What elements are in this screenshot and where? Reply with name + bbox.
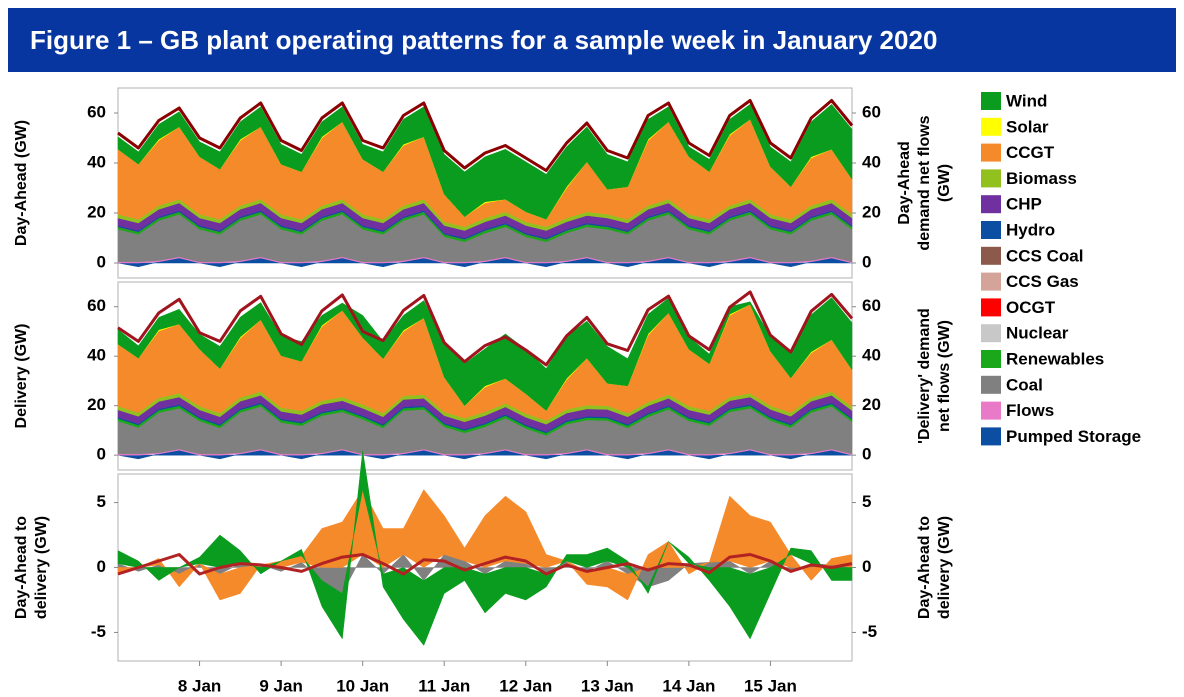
legend-swatch — [981, 298, 1001, 317]
y2-tick-label: 0 — [862, 445, 871, 464]
legend-swatch — [981, 375, 1001, 394]
y2-tick-label: -5 — [862, 622, 877, 641]
legend-label: Nuclear — [1006, 324, 1069, 343]
y-tick-label: 5 — [97, 492, 106, 511]
y-tick-label: 0 — [97, 557, 106, 576]
y2-axis-label: delivery (GW) — [936, 516, 953, 619]
chart-title: Figure 1 – GB plant operating patterns f… — [30, 25, 937, 55]
y-axis-label: delivery (GW) — [33, 516, 50, 619]
y2-tick-label: 5 — [862, 492, 871, 511]
x-tick-label: 13 Jan — [581, 676, 634, 695]
legend-label: Coal — [1006, 375, 1043, 394]
x-tick-label: 15 Jan — [744, 676, 797, 695]
legend-label: Biomass — [1006, 169, 1077, 188]
y2-axis-label: net flows (GW) — [936, 320, 953, 432]
legend-label: Renewables — [1006, 349, 1104, 368]
x-tick-label: 12 Jan — [499, 676, 552, 695]
y-axis-label: Day-Ahead to — [13, 516, 30, 619]
x-tick-label: 8 Jan — [178, 676, 221, 695]
y2-tick-label: 0 — [862, 252, 871, 271]
legend-label: Hydro — [1006, 220, 1055, 239]
y-tick-label: 40 — [87, 346, 106, 365]
y-tick-label: 60 — [87, 296, 106, 315]
y2-tick-label: 40 — [862, 152, 881, 171]
y-tick-label: 20 — [87, 202, 106, 221]
y-axis-label: Day-Ahead (GW) — [13, 120, 30, 246]
y2-axis-label: (GW) — [936, 164, 953, 202]
y-tick-label: 0 — [97, 445, 106, 464]
x-tick-label: 10 Jan — [336, 676, 389, 695]
y2-axis-label: Day-Ahead — [896, 141, 913, 225]
y2-axis-label: demand net flows — [916, 115, 933, 250]
x-tick-label: 14 Jan — [662, 676, 715, 695]
legend-swatch — [981, 401, 1001, 420]
legend-swatch — [981, 324, 1001, 343]
legend-swatch — [981, 92, 1001, 110]
legend-label: CCGT — [1006, 143, 1055, 162]
y-tick-label: 60 — [87, 102, 106, 121]
demand-line — [117, 290, 854, 367]
y2-tick-label: 20 — [862, 395, 881, 414]
legend-swatch — [981, 427, 1001, 446]
y-tick-label: 20 — [87, 395, 106, 414]
y2-axis-label: 'Delivery' demand — [916, 308, 933, 444]
legend-label: CCS Gas — [1006, 272, 1079, 291]
x-tick-label: 11 Jan — [418, 676, 470, 695]
y2-tick-label: 60 — [862, 102, 881, 121]
legend-swatch — [981, 350, 1001, 368]
legend-label: Solar — [1006, 117, 1049, 136]
y2-tick-label: 0 — [862, 557, 871, 576]
title-banner — [8, 8, 1176, 72]
y2-tick-label: 20 — [862, 202, 881, 221]
legend-swatch — [981, 169, 1001, 188]
legend-swatch — [981, 195, 1001, 214]
area — [117, 103, 853, 220]
area — [117, 297, 853, 411]
legend-swatch — [981, 246, 1001, 265]
legend-swatch — [981, 221, 1001, 239]
demand-line — [117, 99, 854, 172]
legend-label: Wind — [1006, 91, 1047, 110]
y-tick-label: 40 — [87, 152, 106, 171]
y2-tick-label: 60 — [862, 296, 881, 315]
y-tick-label: -5 — [91, 622, 106, 641]
legend-label: OCGT — [1006, 298, 1056, 317]
y2-axis-label: Day-Ahead to — [916, 516, 933, 619]
legend-label: Pumped Storage — [1006, 427, 1141, 446]
legend-swatch — [981, 143, 1001, 162]
legend-swatch — [981, 272, 1001, 291]
demand-line — [117, 553, 853, 576]
legend-label: Flows — [1006, 401, 1054, 420]
x-tick-label: 9 Jan — [259, 676, 302, 695]
legend-label: CCS Coal — [1006, 246, 1083, 265]
y-axis-label: Delivery (GW) — [13, 324, 30, 429]
legend-label: CHP — [1006, 195, 1042, 214]
y-tick-label: 0 — [97, 252, 106, 271]
y2-tick-label: 40 — [862, 346, 881, 365]
legend-swatch — [981, 117, 1001, 136]
